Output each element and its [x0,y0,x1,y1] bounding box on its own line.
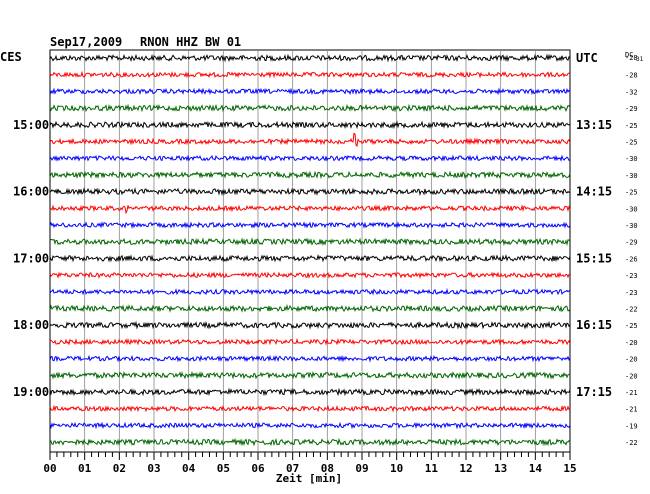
trace-line [49,337,571,346]
plot-frame [49,49,571,453]
trace-line [49,70,571,79]
trace-line [49,204,571,215]
x-tick-label: 01 [78,462,92,475]
x-tick-label: 10 [390,462,403,475]
dc-offset-label: -30 [625,172,638,180]
x-tick-label: 12 [459,462,472,475]
trace-line [49,437,571,447]
left-hour-label: 16:00 [13,185,49,199]
dc-offset-label: -20 [625,339,638,347]
x-axis-label: Zeit [min] [276,472,342,485]
x-tick-label: 02 [113,462,126,475]
dc-offset-label: -30 [625,205,638,213]
x-tick-label: 13 [494,462,507,475]
trace-line [49,103,571,113]
header-date: Sep17,2009 [50,35,123,49]
trace-line [49,221,571,230]
dc-offset-label: -29 [625,239,638,247]
left-hour-label: 18:00 [13,318,49,332]
right-hour-label: 14:15 [576,185,612,199]
trace-line [49,404,570,413]
dc-offset-label: -22 [625,306,638,314]
right-hour-label: 13:15 [576,118,612,132]
dc-offset-label: -22 [625,439,638,447]
trace-line [49,53,571,63]
dc-label-sub: 31 [636,56,644,63]
left-timezone-label: CES [0,50,22,64]
x-tick-label: 06 [251,462,265,475]
trace-line [49,320,571,330]
dc-offset-label: -25 [625,122,638,130]
dc-offset-label: -21 [625,406,638,414]
trace-line [49,421,571,430]
dc-offset-label: -23 [625,272,638,280]
trace-line [49,120,571,130]
trace-line [49,287,571,296]
trace-line [49,271,571,280]
left-hour-label: 17:00 [13,251,49,265]
dc-offset-label: -20 [625,372,638,380]
dc-offset-label: -25 [625,322,638,330]
dc-offset-label: -25 [625,189,638,197]
x-tick-label: 00 [43,462,56,475]
trace-line [49,154,571,163]
trace-line [49,187,571,196]
x-tick-label: 04 [182,462,196,475]
x-tick-label: 15 [563,462,576,475]
dc-offset-label: -32 [625,88,638,96]
left-hour-label: 15:00 [13,118,49,132]
dc-offset-label: -19 [625,422,638,430]
right-hour-label: 15:15 [576,251,612,265]
x-tick-label: 07 [286,462,299,475]
right-hour-label: 16:15 [576,318,612,332]
trace-line [49,387,571,397]
dc-offset-label: -30 [625,222,638,230]
dc-offset-label: -20 [625,356,638,364]
dc-offset-label: -26 [625,255,638,263]
dc-offset-label: -29 [625,105,638,113]
trace-line [49,254,571,263]
trace-line [49,170,571,180]
x-tick-label: 11 [425,462,439,475]
header-station: RNON HHZ BW 01 [140,35,242,49]
dc-offset-label: -25 [625,139,638,147]
trace-line [49,132,571,147]
trace-line [49,370,571,380]
trace-line [49,303,571,313]
dc-offset-label: -21 [625,389,638,397]
x-tick-label: 09 [355,462,368,475]
dc-label: DC [625,51,633,59]
trace-line [49,87,571,96]
dc-offset-label: -28 [625,54,638,62]
dc-offset-label: -30 [625,155,638,163]
x-tick-label: 03 [147,462,160,475]
right-hour-label: UTC [576,51,598,65]
trace-line [49,237,571,247]
dc-offset-label: -23 [625,289,638,297]
x-tick-label: 14 [529,462,543,475]
trace-line [49,354,571,363]
dc-offset-label: -28 [625,72,638,80]
right-hour-label: 17:15 [576,385,612,399]
left-hour-label: 19:00 [13,385,49,399]
x-tick-label: 08 [321,462,334,475]
x-tick-label: 05 [217,462,230,475]
